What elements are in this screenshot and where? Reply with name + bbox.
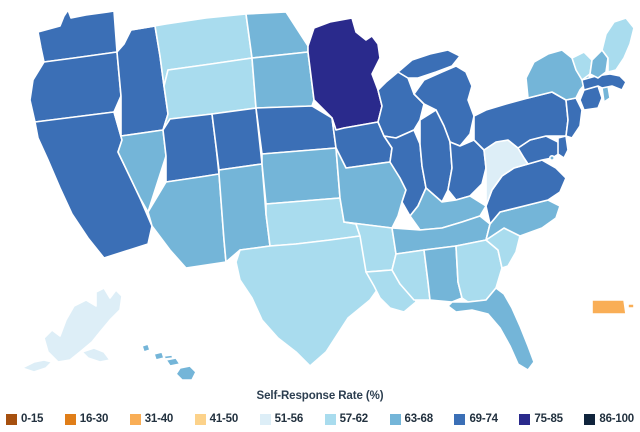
state-CO[interactable] — [211, 107, 263, 171]
state-OH[interactable] — [447, 139, 487, 201]
legend-item-0[interactable]: 0-15 — [6, 413, 43, 425]
state-FL[interactable] — [447, 287, 535, 371]
state-PA[interactable] — [473, 91, 569, 151]
legend-item-8[interactable]: 75-85 — [519, 413, 563, 425]
legend-item-3[interactable]: 41-50 — [194, 413, 239, 425]
legend-item-label: 63-68 — [404, 413, 434, 425]
legend-swatch-icon — [519, 413, 531, 425]
legend-swatch-icon — [64, 413, 76, 425]
legend-swatch-icon — [454, 413, 466, 425]
map-legend: Self-Response Rate (%) 0-15 16-30 31-40 … — [0, 386, 640, 432]
legend-item-6[interactable]: 63-68 — [389, 413, 434, 425]
state-AK-peninsula[interactable] — [81, 347, 111, 363]
state-NJ[interactable] — [565, 97, 583, 139]
legend-swatch-icon — [389, 413, 401, 425]
state-PR-vieques[interactable] — [627, 303, 635, 309]
state-SD[interactable] — [251, 51, 315, 109]
state-AK-aleutians[interactable] — [21, 359, 53, 373]
state-HI-kauai[interactable] — [141, 343, 151, 353]
legend-swatch-icon — [194, 413, 206, 425]
legend-swatch-icon — [324, 413, 336, 425]
legend-item-label: 31-40 — [144, 413, 174, 425]
state-TX[interactable] — [235, 235, 381, 367]
legend-item-2[interactable]: 31-40 — [129, 413, 174, 425]
state-ND[interactable] — [245, 11, 309, 59]
legend-swatch-icon — [6, 413, 17, 425]
legend-items: 0-15 16-30 31-40 41-50 51-56 57-62 — [0, 408, 640, 430]
legend-item-label: 75-85 — [534, 413, 563, 425]
legend-item-label: 16-30 — [79, 413, 109, 425]
state-AZ[interactable] — [147, 173, 227, 269]
state-OR[interactable] — [29, 51, 122, 123]
state-DC[interactable] — [548, 155, 555, 162]
state-HI-bigisland[interactable] — [175, 365, 197, 381]
state-HI-oahu[interactable] — [153, 351, 165, 361]
state-WI[interactable] — [377, 71, 425, 139]
state-PR[interactable] — [591, 299, 627, 315]
state-NE[interactable] — [255, 105, 337, 155]
state-AK[interactable] — [43, 287, 123, 363]
legend-item-label: 41-50 — [209, 413, 239, 425]
us-map-svg — [21, 9, 635, 381]
legend-swatch-icon — [259, 413, 271, 425]
legend-swatch-icon — [129, 413, 141, 425]
legend-item-7[interactable]: 69-74 — [454, 413, 498, 425]
state-KS[interactable] — [261, 147, 341, 205]
us-choropleth-map — [21, 9, 635, 381]
legend-title: Self-Response Rate (%) — [256, 390, 384, 402]
legend-item-label: 51-56 — [274, 413, 304, 425]
legend-item-1[interactable]: 16-30 — [64, 413, 109, 425]
legend-item-5[interactable]: 57-62 — [324, 413, 369, 425]
state-ME[interactable] — [601, 17, 635, 73]
legend-item-label: 57-62 — [339, 413, 369, 425]
legend-item-label: 0-15 — [21, 413, 44, 425]
legend-item-9[interactable]: 86-100 — [584, 413, 634, 425]
state-HI-molokai[interactable] — [163, 354, 174, 360]
legend-item-label: 69-74 — [469, 413, 498, 425]
state-MA[interactable] — [581, 73, 627, 91]
state-MI-up[interactable] — [397, 49, 461, 79]
state-UT[interactable] — [162, 113, 220, 183]
legend-item-label: 86-100 — [599, 413, 634, 425]
legend-item-4[interactable]: 51-56 — [259, 413, 304, 425]
states-group — [21, 9, 635, 381]
legend-swatch-icon — [584, 413, 596, 425]
state-DE[interactable] — [557, 135, 569, 159]
